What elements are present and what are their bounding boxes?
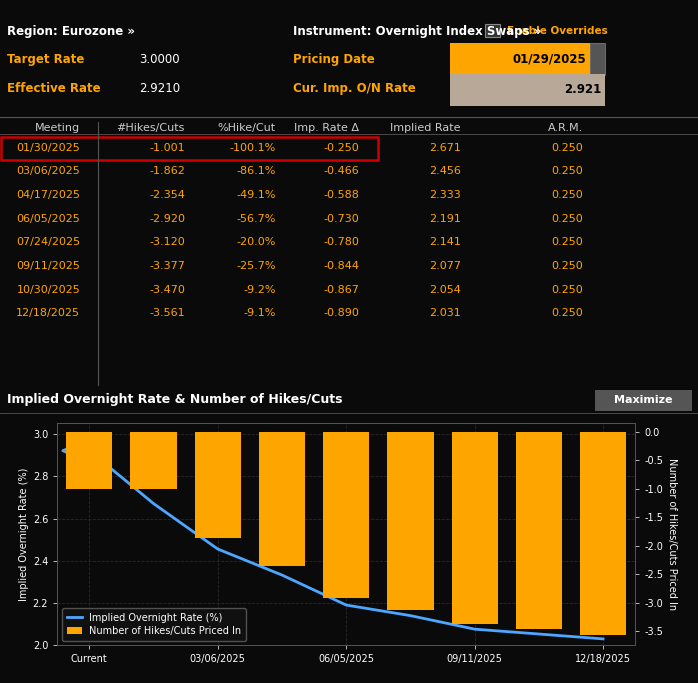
Text: 06/05/2025: 06/05/2025 bbox=[17, 214, 80, 223]
Text: Implied Rate: Implied Rate bbox=[390, 123, 461, 133]
Text: 2.671: 2.671 bbox=[429, 143, 461, 152]
Text: 12/18/2025: 12/18/2025 bbox=[16, 309, 80, 318]
Text: -1.862: -1.862 bbox=[149, 167, 185, 176]
Y-axis label: Implied Overnight Rate (%): Implied Overnight Rate (%) bbox=[19, 468, 29, 601]
Text: 2.054: 2.054 bbox=[429, 285, 461, 295]
Bar bbox=[195, 432, 241, 538]
Text: -9.2%: -9.2% bbox=[243, 285, 276, 295]
Text: 2.191: 2.191 bbox=[429, 214, 461, 223]
Text: -0.250: -0.250 bbox=[324, 143, 359, 152]
Text: 2.141: 2.141 bbox=[429, 238, 461, 247]
Text: Region: Eurozone »: Region: Eurozone » bbox=[7, 25, 135, 38]
Text: 10/30/2025: 10/30/2025 bbox=[17, 285, 80, 295]
Text: 01/30/2025: 01/30/2025 bbox=[17, 143, 80, 152]
Text: Implied Overnight Rate & Number of Hikes/Cuts: Implied Overnight Rate & Number of Hikes… bbox=[7, 393, 343, 406]
Text: -0.844: -0.844 bbox=[323, 261, 359, 271]
Text: -0.588: -0.588 bbox=[324, 190, 359, 200]
Text: 3.0000: 3.0000 bbox=[140, 53, 180, 66]
Bar bbox=[387, 432, 433, 609]
Text: Cur. Imp. O/N Rate: Cur. Imp. O/N Rate bbox=[293, 83, 416, 96]
Bar bbox=[323, 432, 369, 598]
Text: 2.077: 2.077 bbox=[429, 261, 461, 271]
Text: 0.250: 0.250 bbox=[551, 214, 583, 223]
Bar bbox=[580, 432, 626, 635]
Bar bbox=[485, 24, 500, 37]
Text: -3.377: -3.377 bbox=[149, 261, 185, 271]
Text: -3.120: -3.120 bbox=[149, 238, 185, 247]
Text: Meeting: Meeting bbox=[35, 123, 80, 133]
Text: Maximize: Maximize bbox=[614, 395, 673, 404]
Text: 0.250: 0.250 bbox=[551, 285, 583, 295]
Text: -3.561: -3.561 bbox=[149, 309, 185, 318]
Text: 04/17/2025: 04/17/2025 bbox=[16, 190, 80, 200]
Text: 0.250: 0.250 bbox=[551, 167, 583, 176]
Text: 0.250: 0.250 bbox=[551, 190, 583, 200]
Text: -0.867: -0.867 bbox=[324, 285, 359, 295]
Text: 0.250: 0.250 bbox=[551, 261, 583, 271]
Bar bbox=[452, 432, 498, 624]
Text: -9.1%: -9.1% bbox=[244, 309, 276, 318]
Text: 03/06/2025: 03/06/2025 bbox=[17, 167, 80, 176]
Text: Imp. Rate Δ: Imp. Rate Δ bbox=[295, 123, 359, 133]
Text: 07/24/2025: 07/24/2025 bbox=[16, 238, 80, 247]
Text: %Hike/Cut: %Hike/Cut bbox=[218, 123, 276, 133]
Text: 01/29/2025: 01/29/2025 bbox=[512, 53, 586, 66]
Text: -2.920: -2.920 bbox=[149, 214, 185, 223]
Text: Enable Overrides: Enable Overrides bbox=[507, 25, 608, 36]
Text: 0.250: 0.250 bbox=[551, 309, 583, 318]
Bar bbox=[595, 390, 692, 411]
Text: A.R.M.: A.R.M. bbox=[547, 123, 583, 133]
Text: -0.730: -0.730 bbox=[324, 214, 359, 223]
Bar bbox=[131, 432, 177, 489]
Text: Instrument: Overnight Index Swaps »: Instrument: Overnight Index Swaps » bbox=[293, 25, 542, 38]
Text: -0.466: -0.466 bbox=[324, 167, 359, 176]
Text: Pricing Date: Pricing Date bbox=[293, 53, 375, 66]
Text: 2.921: 2.921 bbox=[565, 83, 602, 96]
Text: -86.1%: -86.1% bbox=[237, 167, 276, 176]
Bar bbox=[516, 432, 562, 630]
Bar bbox=[259, 432, 305, 566]
Text: Target Rate: Target Rate bbox=[7, 53, 84, 66]
Text: 2.031: 2.031 bbox=[429, 309, 461, 318]
Text: 0.250: 0.250 bbox=[551, 238, 583, 247]
Text: -3.470: -3.470 bbox=[149, 285, 185, 295]
Text: 2.456: 2.456 bbox=[429, 167, 461, 176]
Text: 09/11/2025: 09/11/2025 bbox=[16, 261, 80, 271]
Bar bbox=[450, 43, 590, 75]
Text: -1.001: -1.001 bbox=[149, 143, 185, 152]
Bar bbox=[66, 432, 112, 489]
Legend: Implied Overnight Rate (%), Number of Hikes/Cuts Priced In: Implied Overnight Rate (%), Number of Hi… bbox=[62, 608, 246, 641]
Text: -20.0%: -20.0% bbox=[237, 238, 276, 247]
Text: -56.7%: -56.7% bbox=[237, 214, 276, 223]
Text: -0.890: -0.890 bbox=[324, 309, 359, 318]
Text: 2.9210: 2.9210 bbox=[140, 83, 181, 96]
Text: -0.780: -0.780 bbox=[324, 238, 359, 247]
Text: #Hikes/Cuts: #Hikes/Cuts bbox=[117, 123, 185, 133]
Text: -25.7%: -25.7% bbox=[236, 261, 276, 271]
Text: -100.1%: -100.1% bbox=[230, 143, 276, 152]
Text: 0.250: 0.250 bbox=[551, 143, 583, 152]
Text: 2.333: 2.333 bbox=[429, 190, 461, 200]
Text: -49.1%: -49.1% bbox=[236, 190, 276, 200]
Bar bbox=[590, 43, 605, 75]
Bar bbox=[450, 74, 605, 106]
Text: -2.354: -2.354 bbox=[149, 190, 185, 200]
Y-axis label: Number of Hikes/Cuts Priced In: Number of Hikes/Cuts Priced In bbox=[667, 458, 677, 611]
Text: Effective Rate: Effective Rate bbox=[7, 83, 101, 96]
